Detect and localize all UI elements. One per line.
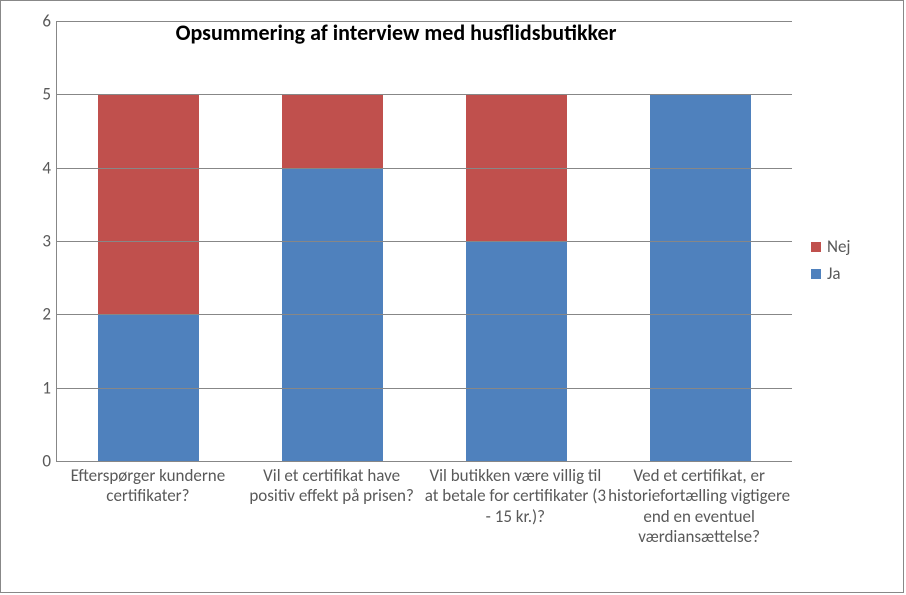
- legend-swatch: [811, 269, 821, 279]
- x-tick-label: Vil butikken være villig til at betale f…: [424, 466, 608, 527]
- gridline: [57, 21, 792, 22]
- gridline: [57, 388, 792, 389]
- y-tick-label: 5: [42, 84, 51, 105]
- x-tick-label: Ved et certifikat, er historiefortælling…: [607, 466, 791, 548]
- legend-item-nej: Nej: [811, 236, 891, 257]
- y-axis: 0123456: [21, 21, 51, 461]
- chart-container: Opsummering af interview med husflidsbut…: [0, 0, 904, 593]
- x-axis: Efterspørger kunderne certifikater?Vil e…: [56, 466, 791, 586]
- gridline: [57, 314, 792, 315]
- legend-label: Nej: [827, 236, 851, 257]
- y-tick-label: 4: [42, 157, 51, 178]
- legend-swatch: [811, 242, 821, 252]
- x-tick-label: Efterspørger kunderne certifikater?: [56, 466, 240, 507]
- bar-segment-nej: [282, 94, 383, 167]
- gridline: [57, 241, 792, 242]
- plot-area: [56, 21, 792, 462]
- bar-segment-ja: [650, 94, 751, 461]
- x-tick-label: Vil et certifikat have positiv effekt på…: [240, 466, 424, 507]
- y-tick-label: 1: [42, 377, 51, 398]
- y-tick-label: 6: [42, 11, 51, 32]
- gridline: [57, 94, 792, 95]
- legend-item-ja: Ja: [811, 263, 891, 284]
- bar-segment-nej: [98, 94, 199, 314]
- gridline: [57, 168, 792, 169]
- y-tick-label: 3: [42, 231, 51, 252]
- legend: Nej Ja: [811, 236, 891, 290]
- y-tick-label: 2: [42, 304, 51, 325]
- legend-label: Ja: [827, 263, 841, 284]
- y-tick-label: 0: [42, 451, 51, 472]
- bar-segment-ja: [466, 241, 567, 461]
